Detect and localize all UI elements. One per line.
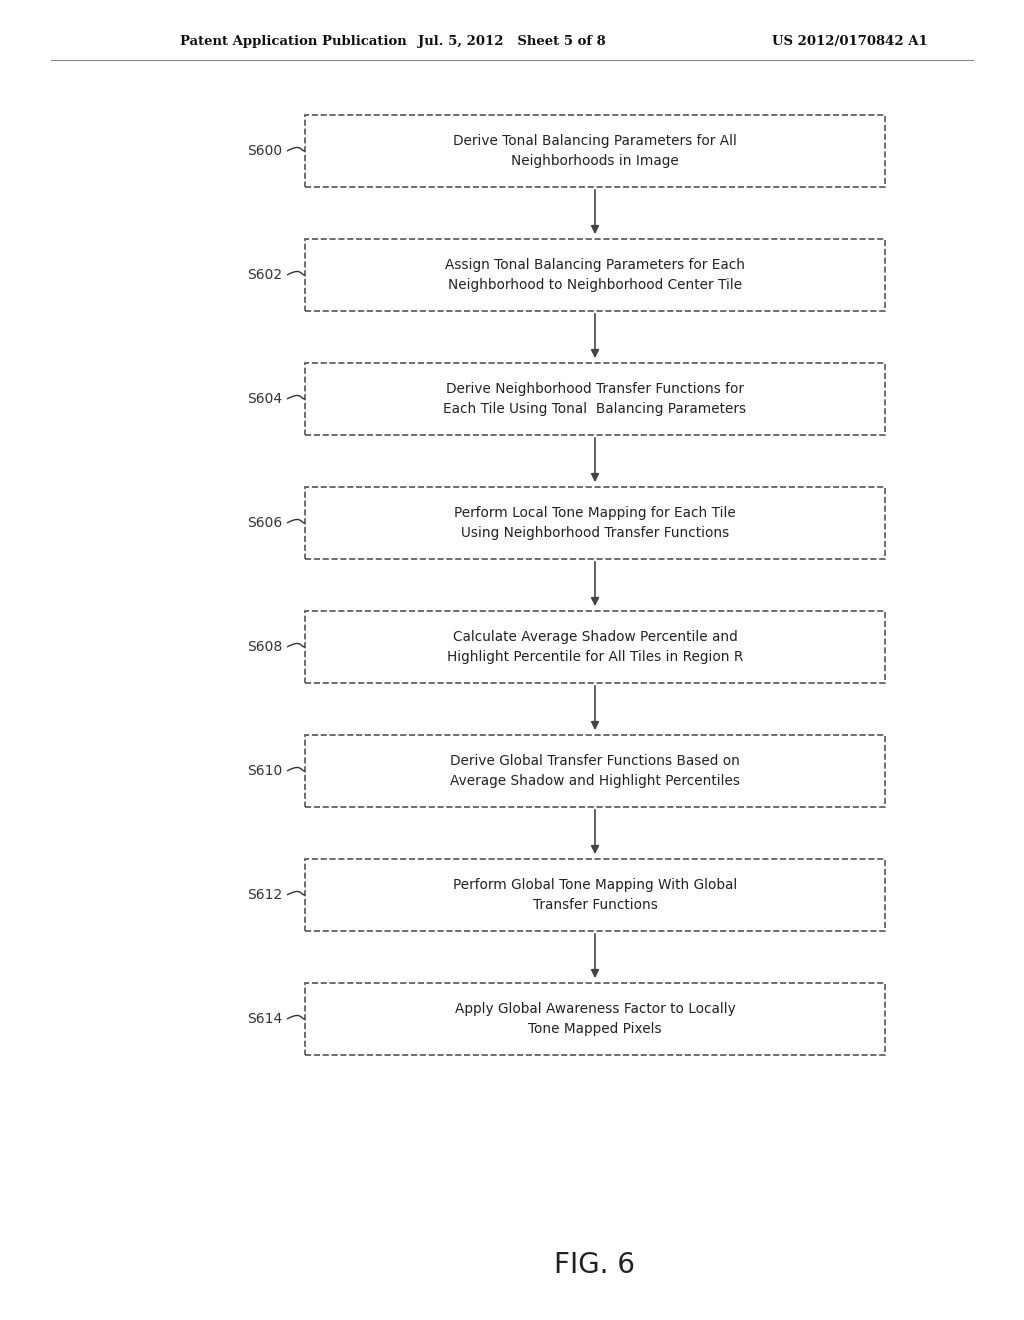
- FancyBboxPatch shape: [305, 611, 885, 682]
- FancyBboxPatch shape: [305, 859, 885, 931]
- Text: S606: S606: [248, 516, 283, 531]
- Text: Assign Tonal Balancing Parameters for Each
Neighborhood to Neighborhood Center T: Assign Tonal Balancing Parameters for Ea…: [445, 259, 745, 292]
- Text: Derive Tonal Balancing Parameters for All
Neighborhoods in Image: Derive Tonal Balancing Parameters for Al…: [453, 135, 737, 168]
- Text: Apply Global Awareness Factor to Locally
Tone Mapped Pixels: Apply Global Awareness Factor to Locally…: [455, 1002, 735, 1036]
- FancyBboxPatch shape: [305, 363, 885, 436]
- Text: Derive Neighborhood Transfer Functions for
Each Tile Using Tonal  Balancing Para: Derive Neighborhood Transfer Functions f…: [443, 383, 746, 416]
- Text: S604: S604: [248, 392, 283, 407]
- Text: Calculate Average Shadow Percentile and
Highlight Percentile for All Tiles in Re: Calculate Average Shadow Percentile and …: [446, 630, 743, 664]
- Text: Patent Application Publication: Patent Application Publication: [180, 36, 407, 49]
- Text: S612: S612: [248, 888, 283, 902]
- Text: S614: S614: [248, 1012, 283, 1026]
- FancyBboxPatch shape: [305, 735, 885, 807]
- Text: US 2012/0170842 A1: US 2012/0170842 A1: [772, 36, 928, 49]
- FancyBboxPatch shape: [305, 487, 885, 558]
- Text: S608: S608: [248, 640, 283, 653]
- Text: S602: S602: [248, 268, 283, 282]
- FancyBboxPatch shape: [305, 115, 885, 187]
- Text: Jul. 5, 2012   Sheet 5 of 8: Jul. 5, 2012 Sheet 5 of 8: [418, 36, 606, 49]
- FancyBboxPatch shape: [305, 239, 885, 312]
- Text: FIG. 6: FIG. 6: [555, 1251, 636, 1279]
- Text: Derive Global Transfer Functions Based on
Average Shadow and Highlight Percentil: Derive Global Transfer Functions Based o…: [450, 754, 740, 788]
- Text: Perform Global Tone Mapping With Global
Transfer Functions: Perform Global Tone Mapping With Global …: [453, 878, 737, 912]
- Text: S610: S610: [248, 764, 283, 777]
- FancyBboxPatch shape: [305, 983, 885, 1055]
- Text: Perform Local Tone Mapping for Each Tile
Using Neighborhood Transfer Functions: Perform Local Tone Mapping for Each Tile…: [454, 507, 736, 540]
- Text: S600: S600: [248, 144, 283, 158]
